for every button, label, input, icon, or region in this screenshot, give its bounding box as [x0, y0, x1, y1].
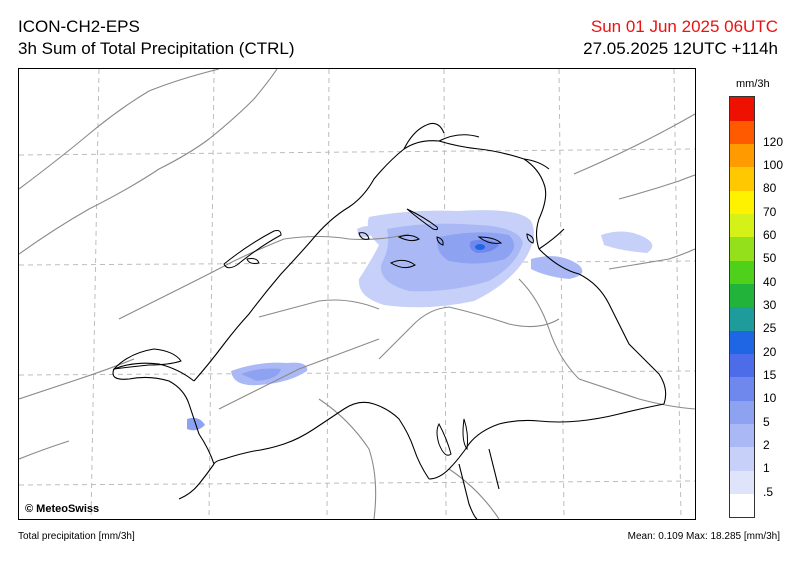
colorbar-tick-label: 60: [763, 228, 777, 242]
model-title: ICON-CH2-EPS: [18, 17, 140, 36]
mean-label: Mean:: [627, 531, 656, 542]
colorbar-tick-label: 1: [763, 461, 770, 476]
product-title: 3h Sum of Total Precipitation (CTRL): [18, 39, 295, 58]
colorbar-cell: [730, 307, 754, 331]
colorbar-cell: [730, 447, 754, 471]
footer-variable: Total precipitation [mm/3h]: [18, 531, 135, 542]
colorbar-cell: [730, 353, 754, 378]
colorbar-cell: [730, 190, 754, 215]
colorbar-cell: [730, 377, 754, 401]
colorbar-cell: [730, 213, 754, 238]
colorbar-cell: [730, 143, 754, 168]
colorbar-tick-label: 15: [763, 368, 777, 382]
colorbar-tick-label: 2: [763, 438, 770, 452]
colorbar-cell: [730, 237, 754, 261]
colorbar-cell: [730, 120, 754, 145]
map-canvas: © MeteoSwiss: [19, 69, 695, 519]
colorbar-tick-label: 50: [763, 251, 777, 266]
colorbar-cell: [730, 423, 754, 448]
colorbar-tick-label: 40: [763, 274, 777, 289]
colorbar-tick-label: 80: [763, 181, 777, 196]
colorbar-tick-label: 10: [763, 391, 777, 406]
precipitation-map: © MeteoSwiss: [18, 68, 696, 520]
colorbar-cell: [730, 493, 754, 517]
colorbar-cell: [730, 400, 754, 425]
graticule: [19, 69, 695, 519]
colorbar-tick-label: 5: [763, 414, 770, 429]
colorbar-tick-label: 120: [763, 134, 784, 149]
colorbar-tick-label: 25: [763, 321, 777, 336]
valid-time: Sun 01 Jun 2025 06UTC: [590, 17, 778, 36]
colorbar-cell: [730, 260, 754, 285]
max-value: 18.285: [710, 531, 742, 542]
colorbar-cell: [730, 330, 754, 355]
colorbar: [729, 96, 755, 518]
copyright-text: © MeteoSwiss: [25, 503, 99, 515]
stats-unit: [mm/3h]: [743, 531, 780, 542]
run-time: 27.05.2025 12UTC +114h: [583, 39, 778, 58]
country-border: [112, 122, 667, 519]
footer-stats: Mean: 0.109 Max: 18.285 [mm/3h]: [628, 531, 780, 542]
colorbar-tick-label: 70: [763, 204, 777, 219]
colorbar-cell: [730, 283, 754, 308]
mean-value: 0.109: [658, 531, 684, 542]
lakes: [112, 208, 534, 456]
max-label: Max:: [686, 531, 708, 542]
colorbar-tick-label: 30: [763, 298, 777, 312]
colorbar-cell: [730, 167, 754, 191]
colorbar-tick-label: 100: [763, 158, 784, 172]
colorbar-unit: mm/3h: [736, 78, 770, 90]
colorbar-tick-label: .5: [763, 484, 774, 499]
colorbar-tick-label: 20: [763, 344, 777, 359]
colorbar-cell: [730, 470, 754, 495]
borders: [19, 69, 695, 519]
precip-field: [187, 210, 653, 431]
colorbar-cell: [730, 97, 754, 121]
